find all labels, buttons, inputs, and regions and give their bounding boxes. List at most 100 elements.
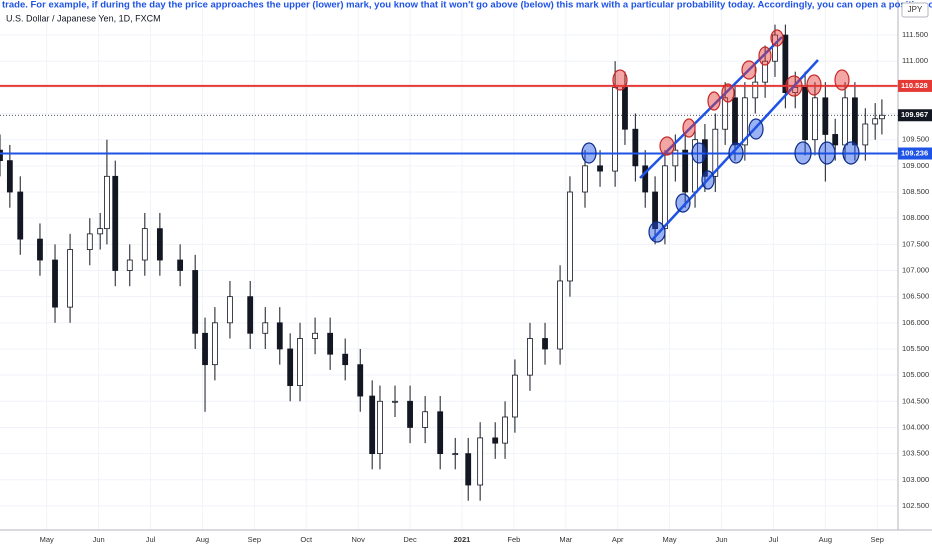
candle-body xyxy=(597,165,603,172)
candle-body xyxy=(104,175,110,230)
candle-body xyxy=(327,332,334,355)
candle-body xyxy=(632,128,639,167)
candle-body xyxy=(682,149,689,193)
time-axis xyxy=(0,530,932,550)
candle-body xyxy=(276,322,283,350)
candle-body xyxy=(862,123,869,146)
candle-body xyxy=(202,332,208,366)
y-tick-label: 107.000 xyxy=(902,265,929,274)
candle-body xyxy=(802,86,808,141)
candle-body xyxy=(452,453,459,456)
candle-body xyxy=(672,149,679,167)
chart-title: U.S. Dollar / Japanese Yen, 1D, FXCM xyxy=(6,13,161,23)
y-tick-label: 105.500 xyxy=(902,344,929,353)
x-tick-label: Aug xyxy=(819,535,832,544)
candle-body xyxy=(652,191,658,230)
candle-body xyxy=(512,374,518,418)
price-level-label: 109.967 xyxy=(901,110,928,119)
candle-body xyxy=(86,233,93,250)
y-tick-label: 107.500 xyxy=(902,239,929,248)
x-tick-label: May xyxy=(40,535,54,544)
candle-body xyxy=(17,191,24,240)
price-level-badge xyxy=(898,79,932,92)
candle-body xyxy=(437,411,444,455)
candle-body xyxy=(6,160,13,193)
y-tick-label: 111.000 xyxy=(902,56,928,65)
x-tick-label: Jun xyxy=(715,535,727,544)
y-tick-label: 106.000 xyxy=(902,318,929,327)
candle-body xyxy=(732,97,738,146)
y-tick-label: 106.500 xyxy=(902,292,929,301)
price-level-label: 110.528 xyxy=(901,81,928,90)
y-tick-label: 103.500 xyxy=(902,449,929,458)
candle-body xyxy=(542,338,548,350)
resistance-markers xyxy=(612,29,850,156)
candle-body xyxy=(392,400,398,403)
candle-body xyxy=(465,453,472,486)
x-tick-label: Feb xyxy=(507,535,520,544)
candle-body xyxy=(752,81,759,99)
candle-body xyxy=(357,364,364,397)
y-tick-label: 102.500 xyxy=(902,501,929,510)
y-tick-label: 104.000 xyxy=(902,422,929,431)
candle-body xyxy=(872,118,879,125)
candle-body xyxy=(422,411,429,428)
y-tick-label: 109.000 xyxy=(902,161,929,170)
candle-body xyxy=(582,165,588,193)
candle-body xyxy=(822,97,829,135)
x-tick-label: Jul xyxy=(769,535,779,544)
y-tick-label: 108.500 xyxy=(902,187,929,196)
candle-body xyxy=(141,228,148,261)
candle-body xyxy=(37,238,43,261)
candle-body xyxy=(557,280,563,350)
support-markers xyxy=(581,118,860,243)
channel-lower xyxy=(651,59,819,241)
currency-label: JPY xyxy=(908,5,923,14)
candle-body xyxy=(782,34,789,94)
y-tick-label: 105.000 xyxy=(902,370,929,379)
candle-body xyxy=(377,400,383,455)
x-tick-label: Sep xyxy=(248,535,261,544)
candle-body xyxy=(0,149,3,162)
candle-body xyxy=(832,134,839,146)
y-tick-label: 109.500 xyxy=(902,135,929,144)
y-tick-label: 111.500 xyxy=(902,30,928,39)
candle-body xyxy=(622,86,628,130)
candle-body xyxy=(642,165,649,193)
candle-body xyxy=(369,395,376,455)
candle-body xyxy=(126,259,133,271)
candle-body xyxy=(477,437,484,486)
candle-body xyxy=(211,322,218,366)
candle-body xyxy=(342,353,349,366)
candle-body xyxy=(112,175,119,271)
candle-body xyxy=(177,259,184,271)
candle-body xyxy=(762,60,769,83)
y-tick-label: 108.000 xyxy=(902,213,929,222)
candle-body xyxy=(812,97,818,141)
candle-body xyxy=(722,97,729,130)
candle-body xyxy=(612,86,619,172)
x-tick-label: Dec xyxy=(403,535,417,544)
candle-body xyxy=(67,249,73,308)
x-tick-label: Oct xyxy=(300,535,313,544)
candle-body xyxy=(567,191,573,282)
x-tick-label: Mar xyxy=(559,535,572,544)
price-level-badge xyxy=(898,109,932,122)
caption: trade. For example, if during the day th… xyxy=(2,0,932,11)
candle-body xyxy=(312,332,318,339)
candle-body xyxy=(879,114,885,120)
y-tick-label: 104.500 xyxy=(902,396,929,405)
y-tick-label: 103.000 xyxy=(902,475,929,484)
candle-body xyxy=(297,338,303,386)
x-tick-label: Jun xyxy=(93,535,105,544)
candle-body xyxy=(502,416,508,444)
x-tick-label: Nov xyxy=(351,535,365,544)
x-tick-label: Apr xyxy=(612,535,624,544)
x-tick-label: Aug xyxy=(196,535,209,544)
candle-body xyxy=(247,296,254,334)
x-tick-label: Sep xyxy=(871,535,884,544)
candle-body xyxy=(156,228,163,261)
candle-body xyxy=(741,97,748,146)
candle-body xyxy=(792,86,799,94)
candle-body xyxy=(527,338,533,376)
